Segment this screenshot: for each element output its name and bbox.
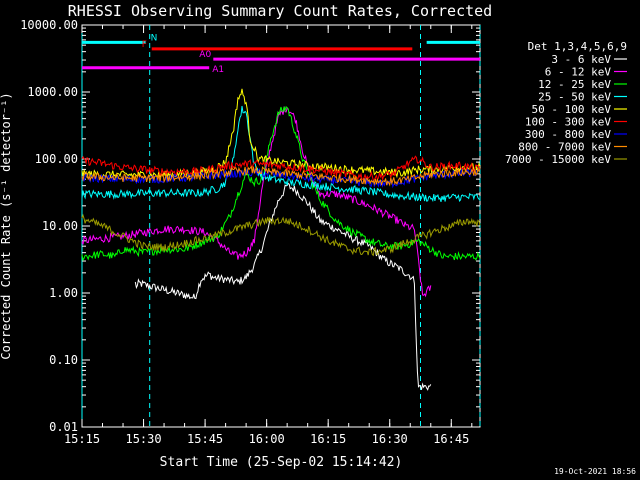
y-tick-label: 1.00 — [49, 286, 78, 300]
series-line — [81, 165, 481, 187]
x-tick-label: 15:30 — [125, 432, 161, 446]
series-line — [81, 106, 432, 298]
legend-entry: 25 - 50 keV — [538, 91, 611, 104]
chart-title: RHESSI Observing Summary Count Rates, Co… — [68, 2, 492, 20]
y-tick-label: 10.00 — [42, 219, 78, 233]
y-axis: 0.01 0.10 1.00 10.00 100.00 1000.00 10000.00 — [20, 18, 480, 434]
y-tick-label: 0.01 — [49, 420, 78, 434]
y-tick-label: 1000.00 — [27, 85, 78, 99]
y-tick-label: 10000.00 — [20, 18, 78, 32]
legend-entry: 100 - 300 keV — [525, 116, 611, 129]
legend-entry: 50 - 100 keV — [532, 103, 612, 116]
legend-entry: 800 - 7000 keV — [518, 141, 611, 154]
flag-label: F — [142, 40, 147, 50]
x-axis-label: Start Time (25-Sep-02 15:14:42) — [160, 455, 403, 470]
series-line — [81, 213, 481, 257]
legend-entry: 6 - 12 keV — [545, 66, 612, 79]
y-tick-label: 0.10 — [49, 353, 78, 367]
legend-title: Det 1,3,4,5,6,9 — [528, 40, 627, 53]
x-tick-label: 16:45 — [433, 432, 469, 446]
y-tick-label: 100.00 — [35, 152, 78, 166]
legend-entry: 3 - 6 keV — [551, 53, 611, 66]
flag-label: A0 — [199, 50, 211, 60]
x-tick-label: 16:00 — [249, 432, 285, 446]
night-lines — [81, 25, 481, 427]
series-line — [81, 105, 481, 203]
x-tick-label: 15:45 — [187, 432, 223, 446]
legend-entry: 300 - 800 keV — [525, 128, 611, 141]
x-tick-label: 15:15 — [64, 432, 100, 446]
legend-entry: 12 - 25 keV — [538, 78, 611, 91]
series-lines — [81, 88, 481, 391]
series-line — [134, 182, 432, 391]
x-tick-label: 16:15 — [310, 432, 346, 446]
series-line — [81, 155, 481, 181]
flag-label: A1 — [212, 65, 224, 75]
y-axis-label: Corrected Count Rate (s⁻¹ detector⁻¹) — [0, 92, 13, 359]
x-tick-label: 16:30 — [372, 432, 408, 446]
timestamp: 19-Oct-2021 18:56 — [554, 467, 636, 476]
flag-label: N — [151, 33, 158, 43]
x-axis: 15:15 15:30 15:45 16:00 16:15 16:30 16:45 — [64, 25, 473, 446]
legend-entry: 7000 - 15000 keV — [505, 153, 611, 166]
